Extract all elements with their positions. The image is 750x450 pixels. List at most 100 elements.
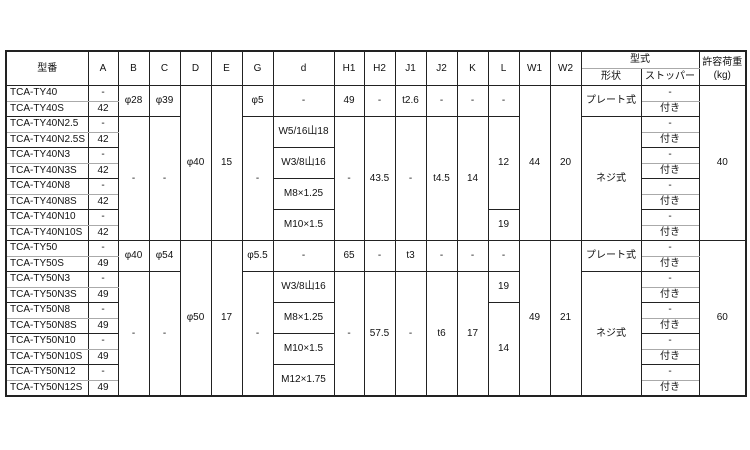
table-cell: M8×1.25	[272, 302, 335, 334]
table-cell: 60	[698, 240, 747, 397]
table-cell: プレート式	[580, 85, 642, 117]
table-cell: 49	[87, 348, 119, 365]
table-cell: -	[487, 85, 520, 117]
table-cell: -	[87, 364, 119, 381]
table-cell: -	[272, 85, 335, 117]
table-cell: -	[87, 240, 119, 257]
table-cell: -	[640, 240, 700, 257]
table-cell: φ39	[148, 85, 181, 117]
table-cell: -	[640, 302, 700, 319]
table-cell: 49	[87, 286, 119, 303]
table-row: TCA-TY40N8- M8×1.25-	[5, 178, 746, 210]
table-cell: 17	[210, 240, 243, 397]
column-header: H2	[363, 50, 396, 86]
table-cell: t3	[394, 240, 427, 272]
table-cell: -	[87, 116, 119, 133]
table-cell: φ5.5	[241, 240, 274, 272]
model-number-cell: TCA-TY40N3S	[5, 162, 89, 179]
table-cell: 49	[87, 317, 119, 334]
table-cell: 14	[456, 116, 489, 241]
model-number-cell: TCA-TY50N10	[5, 333, 89, 350]
table-cell: -	[87, 333, 119, 350]
table-cell: 付き	[640, 162, 700, 179]
table-cell: φ28	[117, 85, 150, 117]
table-cell: -	[640, 178, 700, 195]
model-number-cell: TCA-TY40N8S	[5, 193, 89, 210]
table-row: TCA-TY50N3- - - - W3/8山16-57.5- t6 17 19 ネジ式 -	[5, 271, 746, 397]
table-cell: 43.5	[363, 116, 396, 241]
table-cell: -	[425, 85, 458, 117]
column-header: 型番	[5, 50, 89, 86]
table-cell: 42	[87, 100, 119, 117]
table-cell: -	[333, 116, 365, 241]
table-cell: -	[640, 271, 700, 288]
table-cell: -	[148, 271, 181, 397]
table-row: TCA-TY50N12S 49 付き	[5, 379, 746, 397]
table-cell: -	[117, 116, 150, 241]
table-cell: 49	[87, 379, 119, 397]
column-header: d	[272, 50, 335, 86]
model-number-cell: TCA-TY40N2.5	[5, 116, 89, 133]
table-cell: 49	[87, 255, 119, 272]
column-subheader: 形状	[580, 68, 642, 86]
table-cell: 57.5	[363, 271, 396, 397]
column-header: A	[87, 50, 119, 86]
table-cell: 付き	[640, 100, 700, 117]
table-cell: ネジ式	[580, 116, 642, 241]
table-cell: -	[640, 116, 700, 133]
table-cell: -	[640, 333, 700, 350]
model-number-cell: TCA-TY40S	[5, 100, 89, 117]
column-header: H1	[333, 50, 365, 86]
column-header: W2	[549, 50, 582, 86]
table-cell: -	[487, 240, 520, 272]
table-row: TCA-TY50N12- M12×1.75-	[5, 364, 746, 397]
model-number-cell: TCA-TY40N2.5S	[5, 131, 89, 148]
table-cell: 付き	[640, 255, 700, 272]
column-header: 許容荷重 (kg)	[698, 50, 747, 86]
table-cell: -	[394, 116, 427, 241]
table-cell: 42	[87, 224, 119, 241]
table-row: TCA-TY40S 42 付き	[5, 100, 746, 117]
table-cell: t4.5	[425, 116, 458, 241]
model-number-cell: TCA-TY50N10S	[5, 348, 89, 365]
table-cell: 12	[487, 116, 520, 210]
model-number-cell: TCA-TY40	[5, 85, 89, 102]
table-cell: 付き	[640, 379, 700, 397]
table-cell: M10×1.5	[272, 333, 335, 365]
table-cell: -	[425, 240, 458, 272]
table-cell: 21	[549, 240, 582, 397]
table-row: TCA-TY50N10S 49 付き	[5, 348, 746, 365]
table-cell: -	[456, 85, 489, 117]
column-header: K	[456, 50, 489, 86]
column-header: L	[487, 50, 520, 86]
table-cell: W3/8山16	[272, 147, 335, 179]
table-body: TCA-TY40- φ28 φ39 φ40 15 φ5-49- t2.6- - -44 20 プレー…	[5, 85, 747, 397]
table-row: TCA-TY50- φ40 φ54 φ50 17 φ5.5-65- t3- - -49 21 プレー…	[5, 240, 747, 397]
table-cell: M8×1.25	[272, 178, 335, 210]
table-cell: -	[363, 240, 396, 272]
column-subheader: ストッパー	[640, 68, 700, 86]
model-number-cell: TCA-TY50N3S	[5, 286, 89, 303]
model-number-cell: TCA-TY50S	[5, 255, 89, 272]
table-row: TCA-TY40N3S 42 付き	[5, 162, 746, 179]
model-number-cell: TCA-TY40N3	[5, 147, 89, 164]
table-cell: M12×1.75	[272, 364, 335, 397]
table-cell: -	[640, 85, 700, 102]
model-number-cell: TCA-TY50N3	[5, 271, 89, 288]
table-cell: -	[272, 240, 335, 272]
table-cell: -	[87, 271, 119, 288]
table-cell: 49	[333, 85, 365, 117]
table-cell: -	[117, 271, 150, 397]
table-cell: 付き	[640, 348, 700, 365]
table-cell: 付き	[640, 286, 700, 303]
table-cell: 付き	[640, 224, 700, 241]
table-cell: 付き	[640, 317, 700, 334]
table-cell: 付き	[640, 193, 700, 210]
table-cell: -	[394, 271, 427, 397]
model-number-cell: TCA-TY50N12	[5, 364, 89, 381]
table-cell: -	[241, 271, 274, 397]
table-cell: -	[148, 116, 181, 241]
table-cell: 15	[210, 85, 243, 241]
